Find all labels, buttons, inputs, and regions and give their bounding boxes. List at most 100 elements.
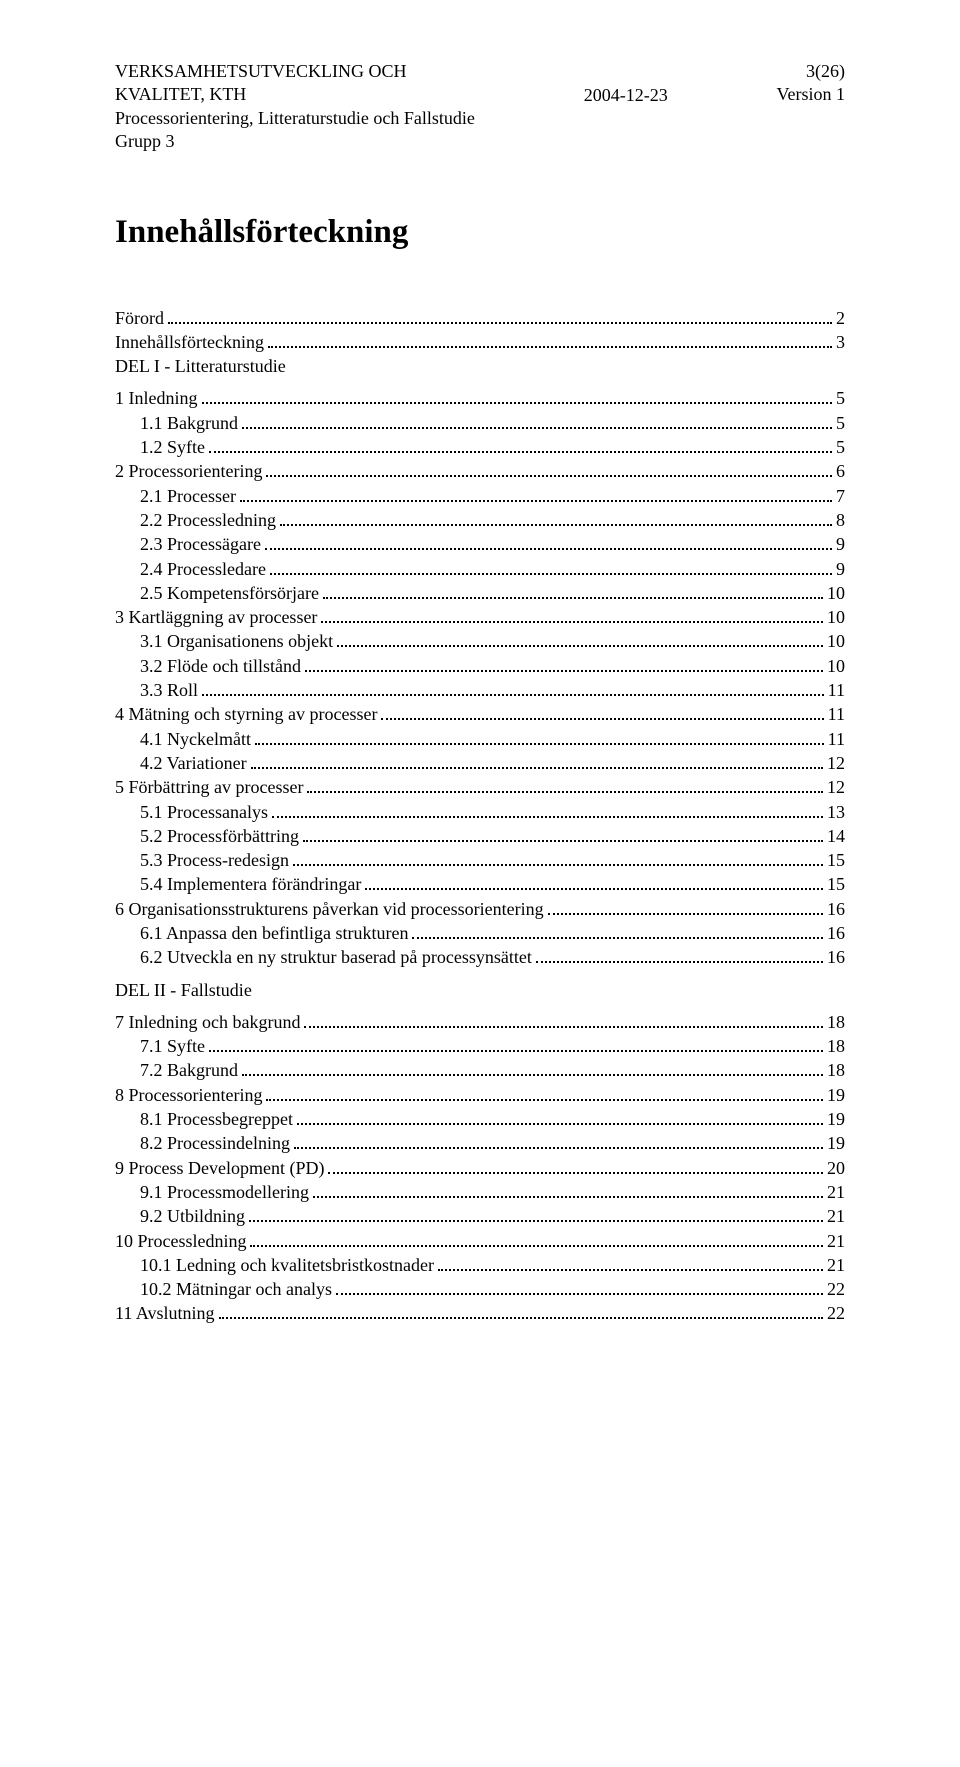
toc-leader-dots	[168, 322, 832, 324]
toc-entry-label: Innehållsförteckning	[115, 330, 264, 354]
toc-leader-dots	[268, 346, 832, 348]
toc-part-heading: DEL I - Litteraturstudie	[115, 354, 845, 378]
toc-row: 2 Processorientering6	[115, 459, 845, 483]
toc-row: 5.3 Process-redesign15	[115, 848, 845, 872]
toc-entry-label: 8.2 Processindelning	[115, 1131, 290, 1155]
toc-row: 10.1 Ledning och kvalitetsbristkostnader…	[115, 1253, 845, 1277]
toc-entry-page: 13	[827, 800, 845, 824]
toc-row: 8 Processorientering19	[115, 1083, 845, 1107]
toc-entry-label: 9.2 Utbildning	[115, 1204, 245, 1228]
toc-entry-label: 6.1 Anpassa den befintliga strukturen	[115, 921, 408, 945]
toc-entry-label: 1.1 Bakgrund	[115, 411, 238, 435]
toc-row: 2.1 Processer7	[115, 484, 845, 508]
toc-entry-label: 1 Inledning	[115, 386, 198, 410]
header-right: 3(26) Version 1	[776, 60, 845, 154]
toc-entry-page: 22	[827, 1277, 845, 1301]
toc-row: 1 Inledning 5	[115, 386, 845, 410]
toc-entry-page: 15	[827, 848, 845, 872]
toc-row: 6.1 Anpassa den befintliga strukturen 16	[115, 921, 845, 945]
toc-leader-dots	[307, 791, 823, 793]
toc-row: 3.3 Roll11	[115, 678, 845, 702]
header-version: Version 1	[776, 83, 845, 106]
toc-row: 7 Inledning och bakgrund18	[115, 1010, 845, 1034]
toc-entry-page: 11	[828, 702, 845, 726]
header-page-count: 3(26)	[776, 60, 845, 83]
toc-entry-page: 5	[836, 411, 845, 435]
toc-leader-dots	[294, 1147, 823, 1149]
toc-leader-dots	[303, 840, 823, 842]
toc-leader-dots	[305, 670, 823, 672]
toc-row: 2.5 Kompetensförsörjare10	[115, 581, 845, 605]
toc-leader-dots	[202, 402, 833, 404]
toc-leader-dots	[323, 597, 823, 599]
toc-entry-page: 18	[827, 1010, 845, 1034]
toc-entry-label: 6 Organisationsstrukturens påverkan vid …	[115, 897, 544, 921]
toc-entry-label: 1.2 Syfte	[115, 435, 205, 459]
toc-entry-page: 21	[827, 1204, 845, 1228]
toc-row: 10 Processledning21	[115, 1229, 845, 1253]
toc-entry-label: 8.1 Processbegreppet	[115, 1107, 293, 1131]
toc-row: 4.2 Variationer 12	[115, 751, 845, 775]
toc-entry-label: 2.4 Processledare	[115, 557, 266, 581]
toc-entry-page: 5	[836, 435, 845, 459]
toc-row: 8.1 Processbegreppet19	[115, 1107, 845, 1131]
toc-entry-page: 10	[827, 629, 845, 653]
toc-entry-label: 3.1 Organisationens objekt	[115, 629, 333, 653]
toc-entry-label: 9 Process Development (PD)	[115, 1156, 324, 1180]
toc-row: 3 Kartläggning av processer10	[115, 605, 845, 629]
toc-leader-dots	[266, 475, 832, 477]
toc-row: 5.4 Implementera förändringar15	[115, 872, 845, 896]
toc-row: 4.1 Nyckelmått11	[115, 727, 845, 751]
toc-leader-dots	[280, 524, 832, 526]
toc-entry-page: 11	[828, 678, 845, 702]
toc-leader-dots	[321, 621, 823, 623]
toc-entry-page: 18	[827, 1058, 845, 1082]
toc-entry-page: 10	[827, 581, 845, 605]
toc-entry-page: 9	[836, 532, 845, 556]
toc-leader-dots	[202, 694, 824, 696]
toc-leader-dots	[365, 888, 823, 890]
page-title: Innehållsförteckning	[115, 214, 845, 251]
toc-entry-page: 12	[827, 751, 845, 775]
toc-leader-dots	[251, 767, 823, 769]
toc-row: 1.2 Syfte 5	[115, 435, 845, 459]
toc-leader-dots	[266, 1099, 823, 1101]
toc-leader-dots	[265, 548, 832, 550]
toc-entry-page: 21	[827, 1180, 845, 1204]
toc-row: 3.2 Flöde och tillstånd10	[115, 654, 845, 678]
toc-entry-label: 5.1 Processanalys	[115, 800, 268, 824]
toc-leader-dots	[336, 1293, 823, 1295]
toc-leader-dots	[293, 864, 823, 866]
header-date: 2004-12-23	[584, 60, 668, 154]
toc-part-heading: DEL II - Fallstudie	[115, 978, 845, 1002]
toc-leader-dots	[249, 1220, 823, 1222]
toc-entry-page: 15	[827, 872, 845, 896]
toc-leader-dots	[242, 427, 832, 429]
toc-leader-dots	[255, 743, 824, 745]
toc-row: Innehållsförteckning 3	[115, 330, 845, 354]
toc-leader-dots	[209, 451, 832, 453]
toc-entry-page: 3	[836, 330, 845, 354]
toc-entry-page: 9	[836, 557, 845, 581]
document-header: VERKSAMHETSUTVECKLING OCH KVALITET, KTH …	[115, 60, 845, 154]
toc-row: 8.2 Processindelning19	[115, 1131, 845, 1155]
toc-leader-dots	[328, 1172, 823, 1174]
toc-row: 2.4 Processledare 9	[115, 557, 845, 581]
toc-entry-label: Förord	[115, 306, 164, 330]
toc-row: 9 Process Development (PD)20	[115, 1156, 845, 1180]
toc-row: 6 Organisationsstrukturens påverkan vid …	[115, 897, 845, 921]
toc-entry-page: 8	[836, 508, 845, 532]
toc-row: 11 Avslutning22	[115, 1301, 845, 1325]
toc-leader-dots	[536, 961, 823, 963]
toc-entry-page: 5	[836, 386, 845, 410]
toc-entry-label: 4.2 Variationer	[115, 751, 247, 775]
toc-entry-page: 10	[827, 605, 845, 629]
toc-entry-label: 3.2 Flöde och tillstånd	[115, 654, 301, 678]
toc-entry-label: 2.3 Processägare	[115, 532, 261, 556]
table-of-contents: Förord2Innehållsförteckning3DEL I - Litt…	[115, 306, 845, 1326]
toc-leader-dots	[412, 937, 823, 939]
toc-entry-page: 7	[836, 484, 845, 508]
toc-row: 5.1 Processanalys 13	[115, 800, 845, 824]
toc-row: 5.2 Processförbättring14	[115, 824, 845, 848]
toc-entry-page: 16	[827, 921, 845, 945]
